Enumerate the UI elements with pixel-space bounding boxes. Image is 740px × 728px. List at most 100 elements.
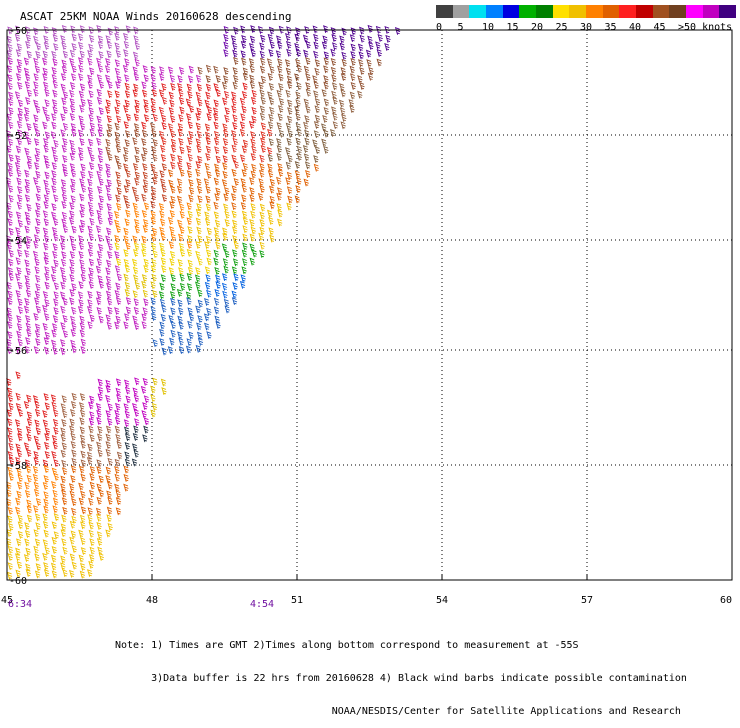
wind-barb	[6, 145, 12, 154]
lon-label: 60	[720, 595, 732, 606]
wind-barb	[7, 387, 13, 396]
wind-barb	[78, 41, 84, 50]
wind-barb	[305, 169, 311, 178]
wind-barb	[294, 73, 300, 82]
wind-barb	[186, 338, 192, 347]
wind-barb	[295, 185, 301, 194]
wind-barb	[88, 107, 94, 116]
wind-barb	[70, 147, 76, 156]
wind-barb	[286, 186, 293, 195]
wind-barb	[61, 24, 68, 33]
wind-barb	[177, 128, 183, 137]
wind-barb	[239, 280, 246, 289]
wind-barb	[80, 450, 86, 459]
wind-barb	[205, 185, 211, 194]
page-title: ASCAT 25KM NOAA Winds 20160628 descendin…	[20, 10, 292, 23]
wind-barb	[79, 193, 85, 202]
wind-barb	[295, 58, 301, 67]
wind-barb	[260, 131, 266, 140]
wind-barb	[34, 129, 41, 137]
wind-barb	[134, 155, 140, 163]
wind-barb	[97, 129, 103, 138]
wind-barb	[151, 89, 158, 98]
wind-barb	[42, 67, 48, 76]
wind-barb	[114, 473, 120, 482]
wind-barb	[115, 497, 122, 506]
wind-barb	[241, 169, 247, 178]
wind-barb	[232, 67, 238, 75]
wind-barb	[26, 161, 33, 170]
wind-barb	[25, 282, 31, 290]
wind-barb	[339, 107, 346, 116]
wind-barb	[196, 203, 202, 212]
wind-barb	[132, 235, 138, 244]
wind-barb	[26, 505, 32, 514]
wind-barb	[44, 113, 51, 122]
wind-barb	[285, 89, 291, 98]
wind-barb	[43, 465, 49, 474]
wind-barb	[124, 90, 131, 99]
wind-barb	[259, 42, 265, 51]
wind-barb	[179, 282, 186, 291]
wind-barb	[278, 129, 285, 138]
wind-barb	[107, 27, 113, 36]
wind-barb	[43, 41, 50, 50]
wind-barb	[141, 121, 147, 130]
wind-barb	[43, 218, 49, 227]
wind-barb	[303, 98, 309, 107]
wind-barb	[97, 393, 103, 402]
wind-barb	[259, 219, 265, 228]
wind-barb	[44, 402, 50, 411]
wind-barb	[6, 49, 12, 58]
wind-barb	[25, 322, 31, 331]
wind-barb	[88, 497, 94, 506]
wind-barb	[321, 123, 327, 132]
wind-barb	[222, 170, 228, 179]
wind-barb	[34, 258, 40, 267]
wind-barb	[33, 57, 39, 66]
wind-barb	[142, 434, 148, 443]
wind-barb	[8, 442, 14, 451]
wind-barb	[286, 171, 293, 180]
wind-barb	[24, 522, 30, 530]
wind-barb	[35, 283, 41, 292]
wind-barb	[213, 177, 220, 186]
wind-barb	[287, 107, 293, 115]
wind-barb	[61, 200, 67, 209]
wind-barb	[15, 371, 21, 380]
wind-barb	[79, 329, 85, 338]
wind-barb	[302, 34, 309, 43]
wind-barb	[8, 522, 14, 531]
wind-barb	[80, 521, 86, 530]
wind-barb	[97, 123, 103, 132]
wind-barb	[232, 114, 238, 123]
wind-barb	[124, 426, 130, 435]
wind-barb	[71, 561, 77, 570]
wind-barb	[44, 187, 51, 196]
wind-barb	[150, 217, 156, 225]
wind-barb	[44, 427, 51, 436]
wind-barb	[34, 553, 40, 562]
wind-barb	[341, 113, 347, 122]
wind-barb	[357, 43, 364, 52]
wind-barb	[52, 505, 58, 514]
wind-barb	[170, 161, 176, 170]
wind-barb	[233, 56, 239, 65]
wind-barb	[15, 73, 22, 82]
wind-barb	[8, 273, 14, 282]
wind-barb	[167, 169, 174, 178]
wind-barb	[61, 514, 67, 523]
wind-barb	[80, 98, 86, 107]
wind-barb	[15, 257, 21, 266]
wind-barb	[106, 41, 113, 50]
wind-barb	[60, 427, 66, 436]
wind-barb	[98, 50, 104, 59]
wind-barb	[350, 81, 356, 90]
wind-barb	[249, 177, 255, 186]
wind-barb	[114, 483, 120, 492]
wind-barb	[251, 89, 257, 98]
wind-barb	[115, 282, 121, 291]
wind-barb	[266, 146, 273, 155]
wind-barb	[87, 81, 93, 90]
wind-barb	[33, 114, 39, 123]
